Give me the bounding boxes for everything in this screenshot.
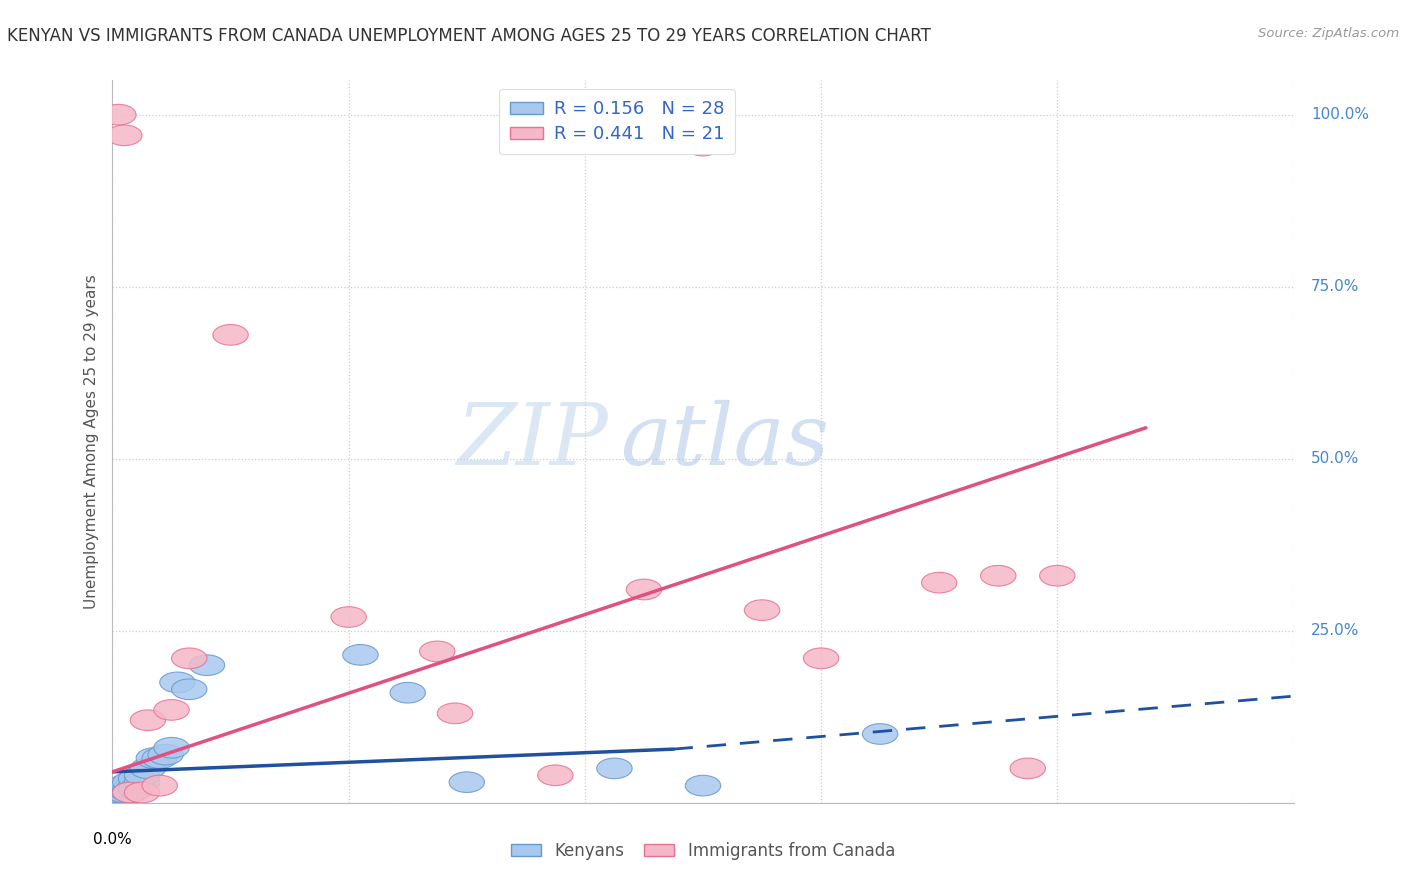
Ellipse shape [980, 566, 1017, 586]
Ellipse shape [112, 782, 148, 803]
Text: 100.0%: 100.0% [1312, 107, 1369, 122]
Y-axis label: Unemployment Among Ages 25 to 29 years: Unemployment Among Ages 25 to 29 years [84, 274, 100, 609]
Legend: Kenyans, Immigrants from Canada: Kenyans, Immigrants from Canada [505, 836, 901, 867]
Ellipse shape [437, 703, 472, 723]
Ellipse shape [537, 765, 574, 786]
Ellipse shape [112, 779, 148, 799]
Ellipse shape [118, 775, 153, 796]
Ellipse shape [101, 104, 136, 125]
Ellipse shape [101, 779, 136, 799]
Text: atlas: atlas [620, 401, 830, 483]
Ellipse shape [803, 648, 839, 669]
Ellipse shape [131, 710, 166, 731]
Ellipse shape [389, 682, 426, 703]
Ellipse shape [107, 782, 142, 803]
Ellipse shape [142, 747, 177, 768]
Ellipse shape [172, 679, 207, 699]
Ellipse shape [212, 325, 249, 345]
Ellipse shape [101, 782, 136, 803]
Ellipse shape [419, 641, 456, 662]
Ellipse shape [148, 744, 183, 765]
Ellipse shape [118, 768, 153, 789]
Ellipse shape [142, 775, 177, 796]
Ellipse shape [118, 779, 153, 799]
Text: ZIP: ZIP [457, 401, 609, 483]
Ellipse shape [1039, 566, 1076, 586]
Ellipse shape [343, 645, 378, 665]
Ellipse shape [112, 772, 148, 792]
Ellipse shape [685, 775, 721, 796]
Ellipse shape [744, 599, 780, 621]
Ellipse shape [101, 786, 136, 806]
Ellipse shape [112, 782, 148, 803]
Ellipse shape [131, 758, 166, 779]
Ellipse shape [685, 136, 721, 156]
Ellipse shape [626, 579, 662, 599]
Text: 50.0%: 50.0% [1312, 451, 1360, 467]
Ellipse shape [124, 765, 160, 786]
Ellipse shape [330, 607, 367, 627]
Text: Source: ZipAtlas.com: Source: ZipAtlas.com [1258, 27, 1399, 40]
Ellipse shape [862, 723, 898, 744]
Ellipse shape [124, 772, 160, 792]
Ellipse shape [921, 573, 957, 593]
Ellipse shape [124, 782, 160, 803]
Ellipse shape [107, 779, 142, 799]
Text: 25.0%: 25.0% [1312, 624, 1360, 639]
Ellipse shape [153, 738, 190, 758]
Ellipse shape [107, 775, 142, 796]
Ellipse shape [596, 758, 633, 779]
Text: 75.0%: 75.0% [1312, 279, 1360, 294]
Text: 0.0%: 0.0% [93, 831, 132, 847]
Ellipse shape [136, 747, 172, 768]
Text: KENYAN VS IMMIGRANTS FROM CANADA UNEMPLOYMENT AMONG AGES 25 TO 29 YEARS CORRELAT: KENYAN VS IMMIGRANTS FROM CANADA UNEMPLO… [7, 27, 931, 45]
Ellipse shape [172, 648, 207, 669]
Ellipse shape [107, 125, 142, 145]
Ellipse shape [449, 772, 485, 792]
Ellipse shape [1010, 758, 1046, 779]
Ellipse shape [153, 699, 190, 720]
Ellipse shape [190, 655, 225, 675]
Ellipse shape [160, 672, 195, 693]
